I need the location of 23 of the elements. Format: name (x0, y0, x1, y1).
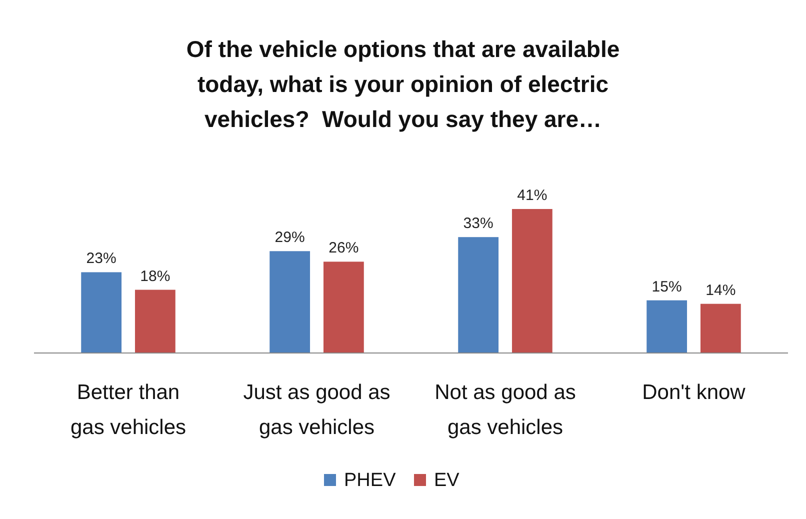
data-label: 14% (706, 282, 736, 299)
data-label: 29% (274, 229, 305, 246)
data-label: 18% (140, 268, 170, 285)
bar (270, 251, 310, 353)
data-label: 15% (652, 278, 682, 296)
data-label: 33% (463, 215, 494, 232)
data-label: 41% (517, 187, 548, 204)
legend-label: PHEV (344, 470, 396, 491)
x-tick-label: Better than gas vehicles (70, 381, 186, 439)
bar (646, 300, 688, 353)
x-tick-label: Not as good as gas vehicles (434, 381, 576, 439)
bar (134, 290, 176, 353)
bar (700, 304, 741, 353)
bar (81, 272, 122, 353)
x-tick-label: Just as good as gas vehicles (243, 381, 390, 439)
bar (512, 209, 552, 353)
bar (323, 262, 364, 353)
data-label: 26% (328, 240, 359, 257)
x-tick-label: Don't know (642, 381, 746, 404)
bar (458, 237, 499, 353)
data-label: 23% (86, 250, 116, 268)
chart-title: Of the vehicle options that are available today, what is your opinion of electric vehicles? Would you say they are… (186, 36, 620, 132)
legend-label: EV (434, 470, 460, 491)
